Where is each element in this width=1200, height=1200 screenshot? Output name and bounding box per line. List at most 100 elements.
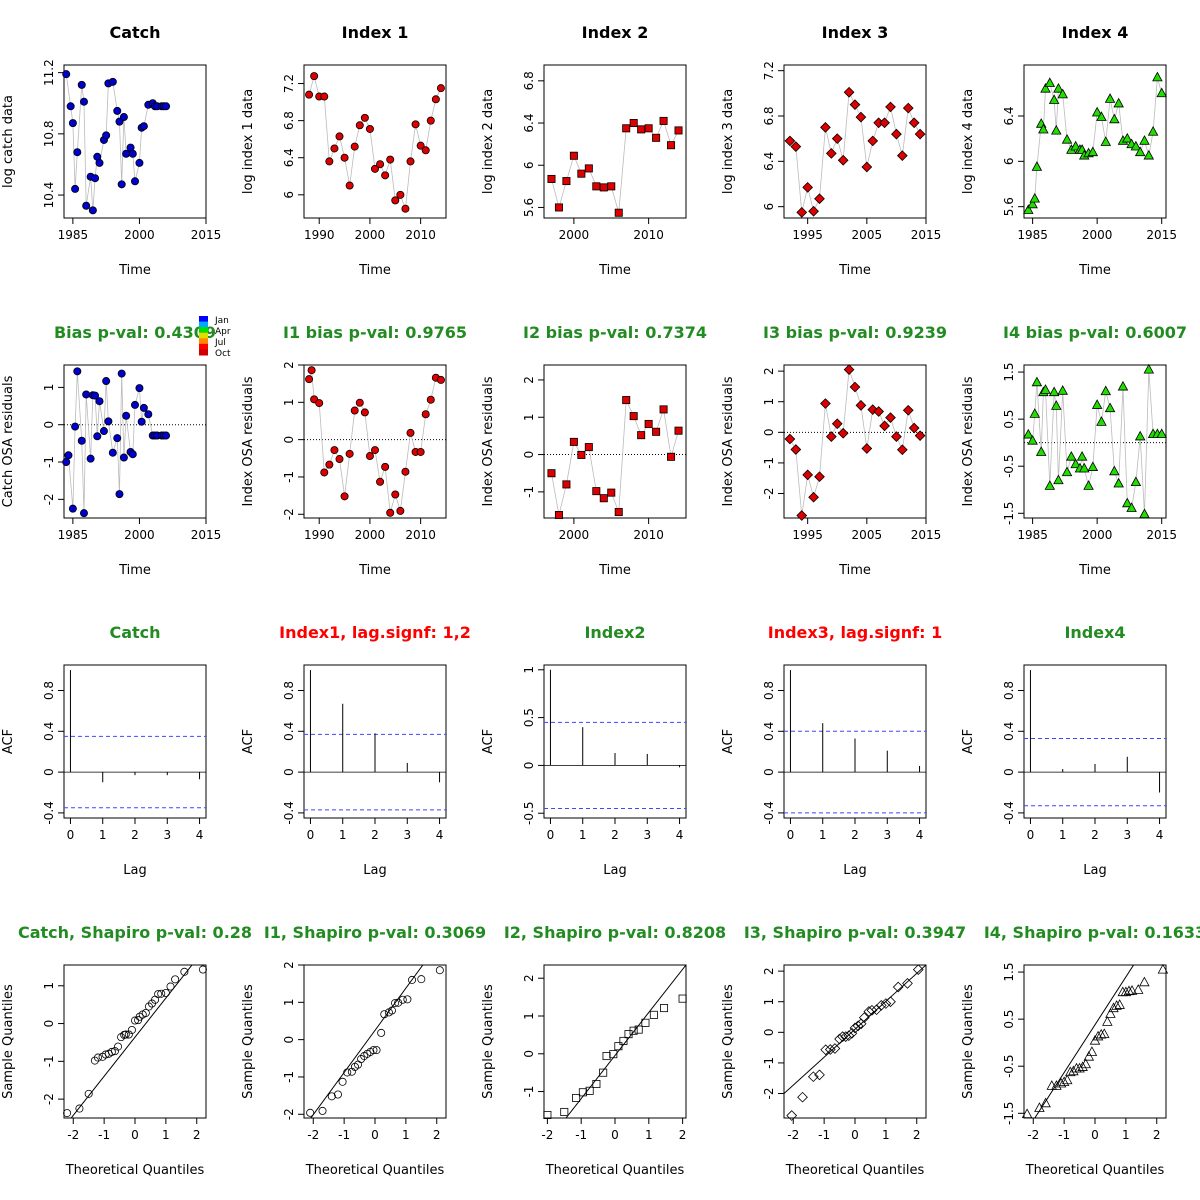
y-tick-label: -0.4 — [282, 801, 296, 824]
x-tick-label: 2 — [433, 1128, 441, 1142]
x-tick-label: 1985 — [1017, 228, 1048, 242]
y-tick-label: -2 — [762, 488, 776, 500]
qq-point — [403, 995, 412, 1004]
x-tick-label: 2015 — [191, 528, 222, 542]
data-point — [355, 398, 364, 407]
data-point — [345, 449, 354, 458]
y-tick-label: 6.4 — [762, 152, 776, 171]
qq-point — [837, 1031, 849, 1042]
data-point — [1044, 480, 1056, 490]
data-point — [622, 124, 631, 133]
panel-title: Bias p-val: 0.4309 — [54, 323, 216, 342]
data-point — [644, 124, 653, 133]
data-point — [73, 367, 82, 376]
x-tick-label: 0 — [67, 828, 75, 842]
y-axis-label: ACF — [481, 729, 496, 754]
data-panel: 1990 2000 2010 6 6.4 6.8 7.2 Time log index 1 da… — [241, 64, 447, 278]
qq-point — [614, 1042, 623, 1051]
y-axis-label: log catch data — [1, 95, 16, 188]
qq-point — [166, 982, 175, 991]
qq-point — [1046, 1080, 1058, 1090]
x-tick-label: 2 — [679, 1128, 687, 1142]
data-point — [1023, 428, 1034, 439]
x-axis-label: Time — [1078, 263, 1111, 278]
residual-panel: 2000 2010 -1 0 1 2 Time Index OSA residuals — [481, 364, 687, 578]
qq-point — [417, 975, 426, 984]
x-tick-label: 1990 — [304, 228, 335, 242]
x-tick-label: 0 — [131, 1128, 139, 1142]
plot-box — [63, 664, 207, 819]
y-axis-label: Sample Quantiles — [961, 984, 976, 1099]
x-tick-label: 2010 — [633, 528, 664, 542]
legend-month-label: Apr — [215, 327, 231, 337]
data-point — [1057, 385, 1069, 395]
qq-point — [63, 1109, 72, 1118]
data-point — [68, 119, 77, 128]
y-tick-label: 0 — [762, 428, 776, 436]
legend-swatch — [199, 316, 208, 323]
qq-point — [1095, 1028, 1107, 1039]
residual-panel: 1985 2000 2015 -2 -1 0 1 Time Catch OSA residual… — [1, 364, 222, 578]
y-tick-label: 1 — [282, 998, 296, 1006]
y-axis-label: Sample Quantiles — [721, 984, 736, 1099]
series-line — [308, 370, 442, 513]
qq-point — [543, 1110, 552, 1119]
panel-title: I3 bias p-val: 0.9239 — [763, 323, 947, 342]
y-tick-label: -1 — [282, 1071, 296, 1083]
data-point — [1104, 402, 1116, 413]
y-tick-label: 6.4 — [522, 113, 536, 132]
data-point — [95, 397, 104, 406]
data-point — [577, 450, 586, 459]
plot-box — [1023, 964, 1167, 1119]
qq-point — [144, 1002, 153, 1011]
y-tick-label: 1.5 — [1002, 363, 1016, 382]
panel-title: Index2 — [584, 623, 645, 642]
data-point — [831, 418, 843, 430]
data-point — [91, 174, 100, 183]
data-point — [790, 141, 802, 152]
y-tick-label: 0 — [42, 768, 56, 776]
y-tick-label: -1 — [522, 1086, 536, 1098]
data-point — [104, 417, 113, 426]
x-tick-label: 0 — [371, 1128, 379, 1142]
x-tick-label: 3 — [883, 828, 891, 842]
x-tick-label: 0 — [1027, 828, 1035, 842]
data-point — [644, 419, 653, 428]
x-tick-label: 2000 — [124, 528, 155, 542]
x-tick-label: 1 — [162, 1128, 170, 1142]
y-axis-label: ACF — [1, 729, 16, 754]
data-point — [119, 453, 128, 462]
data-point — [376, 477, 385, 486]
qq-point — [1114, 999, 1125, 1009]
y-tick-label: 2 — [522, 974, 536, 982]
data-point — [652, 427, 661, 436]
data-point — [796, 206, 808, 218]
data-point — [113, 106, 122, 115]
x-axis-label: Theoretical Quantiles — [785, 1163, 925, 1178]
y-axis-label: log index 3 data — [721, 89, 736, 194]
y-tick-label: 6.8 — [762, 106, 776, 125]
y-tick-label: -1 — [42, 1055, 56, 1067]
data-point — [1121, 132, 1133, 143]
data-point — [879, 420, 890, 432]
qq-point — [846, 1027, 858, 1039]
data-point — [843, 86, 855, 98]
x-axis-label: Theoretical Quantiles — [65, 1163, 205, 1178]
data-point — [637, 431, 646, 440]
data-point — [113, 434, 122, 443]
y-tick-label: 1.5 — [1002, 963, 1016, 982]
x-tick-label: 2000 — [1082, 228, 1113, 242]
qq-point — [154, 990, 163, 999]
qq-panel: -2 -1 0 1 2 -2 -1 0 1 2 Theoretical Quantiles Sampl… — [241, 961, 447, 1178]
x-tick-label: 1995 — [792, 228, 823, 242]
plot-box — [543, 64, 687, 219]
qq-point — [1111, 1000, 1122, 1010]
x-tick-label: 4 — [436, 828, 444, 842]
qq-point — [338, 1077, 347, 1086]
y-tick-label: 0.8 — [762, 681, 776, 700]
legend-swatch — [199, 338, 208, 345]
plot-box — [1023, 364, 1167, 519]
data-point — [86, 454, 95, 463]
data-point — [1048, 94, 1060, 104]
